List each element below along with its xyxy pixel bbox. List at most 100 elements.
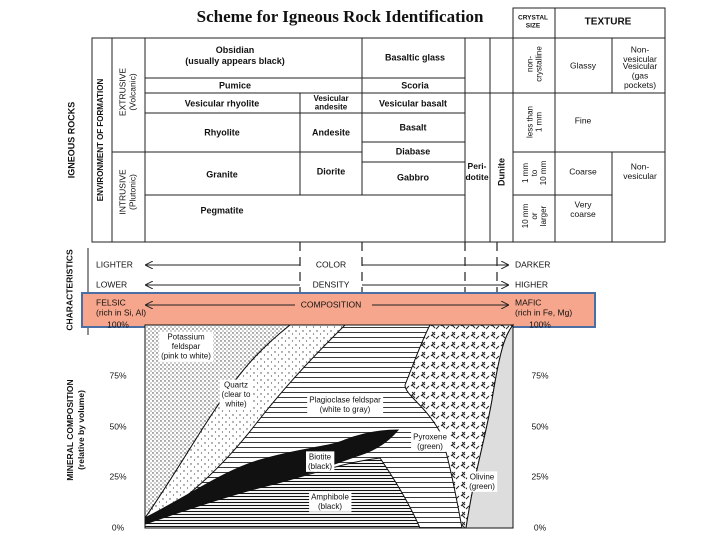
rock-name: Granite <box>206 169 238 179</box>
rock-name: dotite <box>465 172 488 182</box>
mineral-label: (black) <box>308 462 332 471</box>
rock-name: Dunite <box>496 158 506 186</box>
percent-label: 100% <box>529 319 551 329</box>
rock-name-group: Basaltic glass <box>385 52 445 62</box>
rock-name: Vesicular basalt <box>379 98 447 108</box>
section-label: (relative by volume) <box>76 390 86 470</box>
section-label-group: CHARACTERISTICS <box>64 249 74 331</box>
label-background <box>309 491 352 512</box>
texture-group: Coarse <box>569 166 597 176</box>
rock-name: Diabase <box>396 146 431 156</box>
mineral-label: Potassium <box>167 333 205 342</box>
rock-name-group: Diorite <box>317 166 346 176</box>
mineral-label: (green) <box>417 442 443 451</box>
label-background <box>411 431 450 452</box>
label-background <box>219 379 253 410</box>
percent-label-group: 75% <box>109 370 126 380</box>
column-header: SIZE <box>526 23 541 30</box>
texture: Fine <box>575 115 592 125</box>
crystal-size-group: non-crystalline <box>526 46 544 82</box>
texture: Very <box>574 200 592 210</box>
characteristic-right: (rich in Fe, Mg) <box>515 307 572 317</box>
mineral-label-group: Biotite(black) <box>305 451 335 472</box>
texture-group: Non-vesicular <box>623 162 657 182</box>
texture-group: Fine <box>575 115 592 125</box>
characteristic-right-group: HIGHER <box>515 279 548 289</box>
mineral-label-group: Amphibole(black) <box>309 491 352 512</box>
label-background <box>467 471 498 492</box>
environment-label: INTRUSIVE <box>117 169 127 215</box>
section-label-group: IGNEOUS ROCKS <box>66 102 76 179</box>
percent-label: 50% <box>109 421 126 431</box>
texture: (gas <box>632 70 649 80</box>
column-header: TEXTURE <box>585 17 632 28</box>
mineral-label: Pyroxene <box>413 432 447 441</box>
rock-name-group: Peri-dotite <box>465 161 488 182</box>
crystal-size: 10 mm <box>539 160 548 185</box>
crystal-size: non- <box>526 56 535 72</box>
rock-name: Obsidian <box>216 45 255 55</box>
column-header-group: TEXTURE <box>585 17 632 28</box>
rock-name: Vesicular rhyolite <box>185 98 260 108</box>
crystal-size-group: less than 1 mm <box>526 106 544 138</box>
rock-name-group: Gabbro <box>397 172 430 182</box>
characteristic-left-group: LOWER <box>96 279 127 289</box>
texture: Vesicular <box>623 61 658 71</box>
mineral-label-group: Plagioclase feldspar(white to gray) <box>307 394 384 415</box>
percent-label: 25% <box>531 471 548 481</box>
texture-group: Non-vesicular <box>623 45 657 65</box>
rock-name: Rhyolite <box>204 127 240 137</box>
rock-name-group: Pumice <box>219 80 251 90</box>
environment-label-group: EXTRUSIVE (Volcanic) <box>117 68 137 117</box>
rock-name-group: Dunite <box>496 158 506 186</box>
percent-label: 25% <box>109 471 126 481</box>
characteristic-left-group: FELSIC(rich in Si, Al) <box>96 297 146 317</box>
mineral-label: white) <box>224 400 247 409</box>
characteristic-name: COLOR <box>316 259 346 269</box>
characteristic-name-group: COMPOSITION <box>301 299 361 309</box>
characteristic-left: LOWER <box>96 279 127 289</box>
characteristic-name: DENSITY <box>313 279 350 289</box>
percent-label: 100% <box>107 319 129 329</box>
mineral-label: (green) <box>469 482 495 491</box>
characteristic-right: DARKER <box>515 259 550 269</box>
characteristic-name-group: COLOR <box>316 259 346 269</box>
characteristic-right-group: MAFIC(rich in Fe, Mg) <box>515 297 572 317</box>
percent-label-group: 25% <box>531 471 548 481</box>
crystal-size-group: 10 mm or larger <box>521 203 548 228</box>
rock-name: Andesite <box>312 127 350 137</box>
rock-name: Diorite <box>317 166 346 176</box>
crystal-size: or <box>530 212 539 219</box>
percent-label-group: 75% <box>531 370 548 380</box>
rock-name: Peri- <box>468 161 487 171</box>
percent-label-group: 0% <box>534 522 547 532</box>
rock-name: (usually appears black) <box>185 56 285 66</box>
rock-name-group: Basalt <box>399 122 426 132</box>
crystal-size: larger <box>539 205 548 226</box>
characteristic-right-group: DARKER <box>515 259 550 269</box>
column-header: CRYSTAL <box>518 15 548 22</box>
texture: Glassy <box>570 60 597 70</box>
rock-name-group: Scoria <box>401 80 430 90</box>
section-label: MINERAL COMPOSITION <box>65 379 75 480</box>
mineral-label: (white to gray) <box>320 405 371 414</box>
rock-name-group: Obsidian(usually appears black) <box>185 45 285 66</box>
percent-label: 75% <box>531 370 548 380</box>
rock-name: andesite <box>315 102 348 111</box>
texture-group: Glassy <box>570 60 597 70</box>
percent-label-group: 50% <box>109 421 126 431</box>
texture: Coarse <box>569 166 597 176</box>
rock-name: Vesicular <box>313 94 348 103</box>
crystal-size: crystalline <box>535 46 544 82</box>
mineral-label: Biotite <box>309 452 332 461</box>
texture: vesicular <box>623 54 657 64</box>
characteristic-right: MAFIC <box>515 297 541 307</box>
percent-label-group: 0% <box>112 522 125 532</box>
texture: coarse <box>570 209 596 219</box>
characteristic-left: LIGHTER <box>96 259 133 269</box>
mineral-label: feldspar <box>172 342 201 351</box>
